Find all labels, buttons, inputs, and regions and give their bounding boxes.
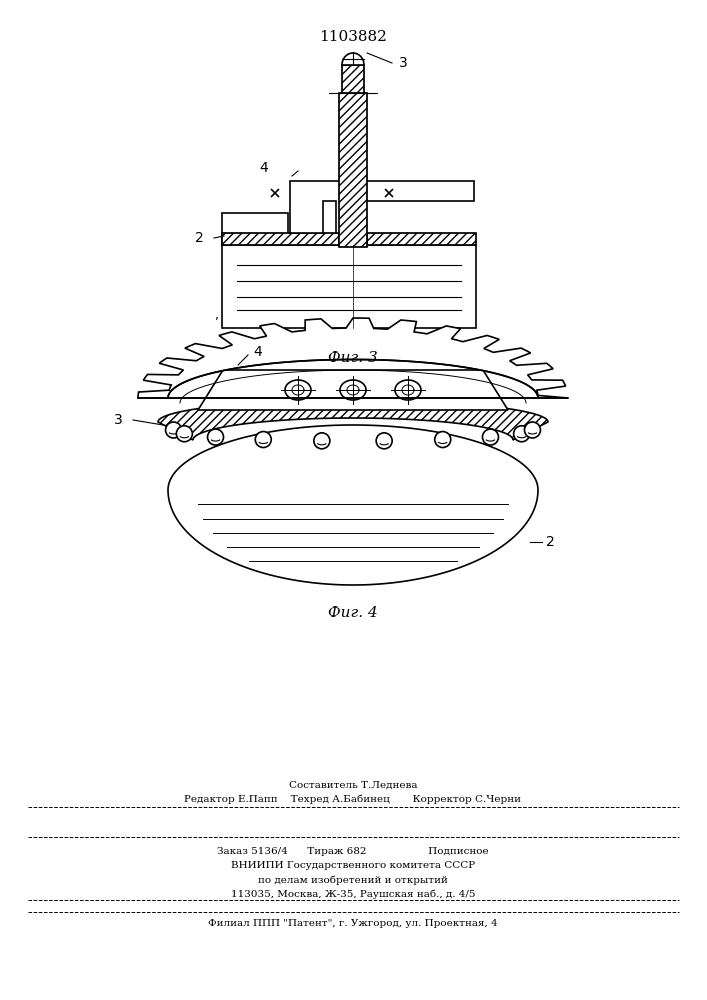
Polygon shape [290, 181, 474, 233]
Text: Фиг. 4: Фиг. 4 [328, 606, 378, 620]
Text: Фиг. 3: Фиг. 3 [328, 351, 378, 365]
Polygon shape [222, 245, 476, 328]
Polygon shape [339, 233, 367, 245]
Polygon shape [285, 380, 311, 400]
Circle shape [208, 429, 223, 445]
Polygon shape [342, 53, 364, 65]
Text: Заказ 5136/4      Тираж 682                   Подписное: Заказ 5136/4 Тираж 682 Подписное [217, 848, 489, 856]
Circle shape [376, 433, 392, 449]
Circle shape [482, 429, 498, 445]
Polygon shape [342, 65, 364, 93]
Polygon shape [168, 425, 538, 585]
Polygon shape [138, 318, 568, 398]
Circle shape [165, 422, 182, 438]
Text: 1103882: 1103882 [319, 30, 387, 44]
Text: 113035, Москва, Ж-35, Раушская наб., д. 4/5: 113035, Москва, Ж-35, Раушская наб., д. … [230, 889, 475, 899]
Circle shape [314, 433, 330, 449]
Text: 2: 2 [546, 535, 555, 549]
Circle shape [255, 432, 271, 448]
Text: 3: 3 [115, 413, 123, 427]
Circle shape [435, 432, 451, 448]
Text: Редактор Е.Папп    Техред А.Бабинец       Корректор С.Черни: Редактор Е.Папп Техред А.Бабинец Коррект… [185, 794, 522, 804]
Polygon shape [198, 370, 508, 410]
Text: 3: 3 [399, 56, 408, 70]
Polygon shape [222, 213, 288, 245]
Circle shape [525, 422, 540, 438]
Circle shape [351, 207, 356, 212]
Polygon shape [158, 400, 548, 440]
Text: ,: , [215, 310, 219, 322]
Text: Составитель Т.Леднева: Составитель Т.Леднева [288, 780, 417, 790]
Polygon shape [222, 233, 476, 245]
Text: по делам изобретений и открытий: по делам изобретений и открытий [258, 875, 448, 885]
Text: 2: 2 [195, 231, 204, 245]
Text: Филиал ППП "Патент", г. Ужгород, ул. Проектная, 4: Филиал ППП "Патент", г. Ужгород, ул. Про… [208, 920, 498, 928]
Polygon shape [340, 380, 366, 400]
Circle shape [176, 426, 192, 442]
Polygon shape [339, 93, 367, 247]
Text: 4: 4 [253, 345, 262, 359]
Polygon shape [395, 380, 421, 400]
Text: 4: 4 [259, 161, 268, 175]
Circle shape [344, 200, 362, 218]
Circle shape [513, 426, 530, 442]
Text: ВНИИПИ Государственного комитета СССР: ВНИИПИ Государственного комитета СССР [231, 861, 475, 870]
